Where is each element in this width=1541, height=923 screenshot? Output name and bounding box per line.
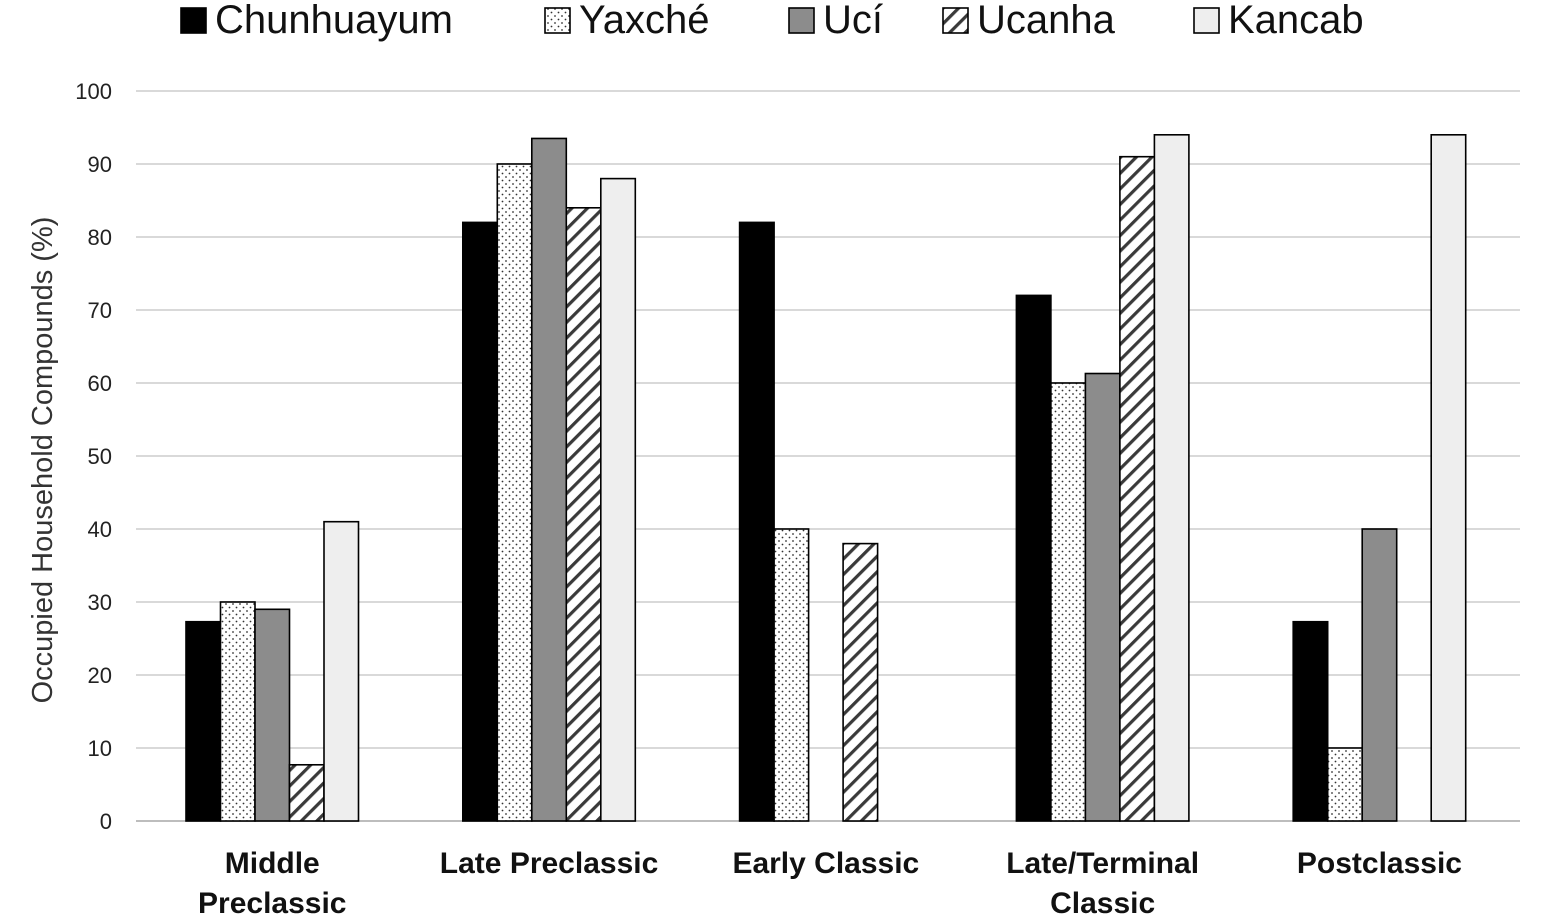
bar bbox=[1015, 294, 1052, 822]
legend-item: Yaxché bbox=[544, 0, 709, 42]
bar bbox=[738, 221, 775, 822]
bar bbox=[461, 221, 499, 822]
x-category-label: Late/Terminal Classic bbox=[1006, 847, 1199, 920]
legend-item: Kancab bbox=[1193, 0, 1364, 42]
bar bbox=[1326, 747, 1363, 822]
bar bbox=[185, 620, 222, 822]
legend-item: Chunhuayum bbox=[180, 0, 453, 42]
bar bbox=[219, 601, 256, 822]
bars bbox=[185, 134, 1467, 822]
bar bbox=[530, 137, 568, 822]
y-tick-label: 10 bbox=[88, 736, 112, 761]
x-category-label: Postclassic bbox=[1297, 847, 1462, 880]
y-axis-label: Occupied Household Compounds (%) bbox=[27, 217, 59, 704]
y-tick-label: 50 bbox=[88, 444, 112, 469]
bar bbox=[1119, 155, 1156, 822]
x-axis-categories: Middle Preclassic Late Preclassic Early Cla… bbox=[198, 847, 1462, 920]
bar bbox=[1084, 372, 1121, 822]
legend-label: Ucí bbox=[823, 0, 883, 42]
legend-label: Ucanha bbox=[977, 0, 1116, 42]
bar bbox=[1153, 134, 1190, 822]
legend-label: Chunhuayum bbox=[215, 0, 453, 42]
legend-label: Kancab bbox=[1228, 0, 1364, 42]
y-tick-label: 90 bbox=[88, 152, 112, 177]
bar bbox=[1292, 620, 1329, 822]
legend-swatch bbox=[544, 7, 571, 34]
gridlines bbox=[136, 90, 1520, 822]
bar bbox=[288, 763, 325, 822]
legend-item: Ucí bbox=[788, 0, 883, 42]
y-tick-label: 100 bbox=[75, 79, 112, 104]
legend-item: Ucanha bbox=[942, 0, 1116, 42]
y-tick-label: 0 bbox=[100, 809, 112, 834]
bar bbox=[254, 608, 291, 822]
legend-label: Yaxché bbox=[579, 0, 709, 42]
bar bbox=[773, 528, 810, 822]
bar bbox=[599, 177, 637, 822]
x-category-label: Late Preclassic bbox=[440, 847, 658, 880]
y-tick-label: 60 bbox=[88, 371, 112, 396]
x-category-label: Early Classic bbox=[732, 847, 919, 880]
bar bbox=[1050, 382, 1087, 822]
y-tick-label: 20 bbox=[88, 663, 112, 688]
y-tick-label: 80 bbox=[88, 225, 112, 250]
bar bbox=[842, 542, 879, 822]
bar bbox=[496, 163, 533, 822]
legend-swatch bbox=[788, 7, 815, 34]
legend: Chunhuayum Yaxché Ucí Ucanha Kancab bbox=[180, 0, 1364, 42]
y-axis-ticks: 0 10 20 30 40 50 60 70 80 90 100 bbox=[75, 79, 112, 834]
legend-swatch bbox=[1193, 7, 1220, 34]
legend-swatch bbox=[180, 7, 207, 34]
bar bbox=[1361, 528, 1398, 822]
legend-swatch bbox=[942, 7, 969, 34]
y-tick-label: 70 bbox=[88, 298, 112, 323]
bar bbox=[323, 520, 360, 822]
bar bbox=[1430, 134, 1467, 822]
bar bbox=[565, 207, 602, 822]
y-tick-label: 30 bbox=[88, 590, 112, 615]
y-tick-label: 40 bbox=[88, 517, 112, 542]
x-category-label: Middle Preclassic bbox=[198, 847, 346, 920]
